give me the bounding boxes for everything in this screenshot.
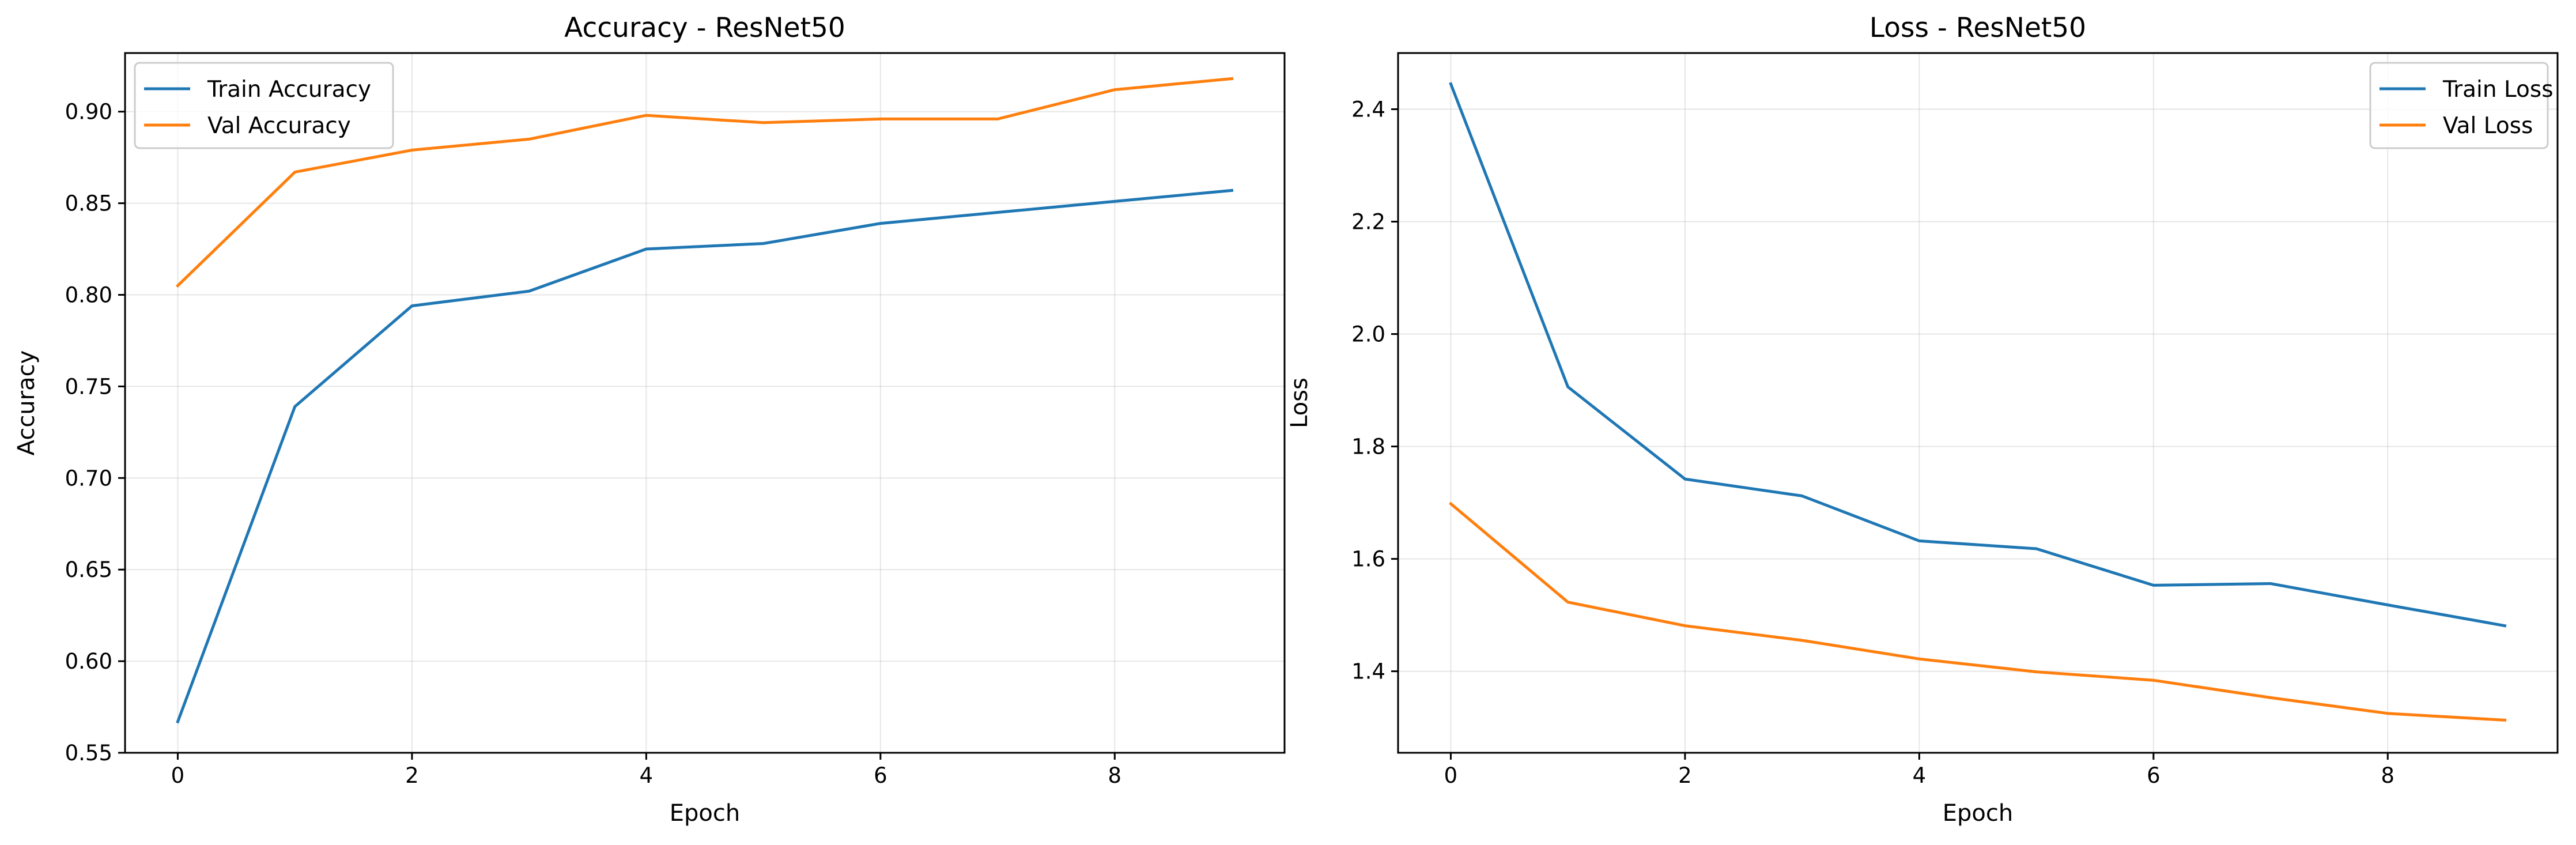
- plot-frame: [1397, 52, 2559, 754]
- y-tick-label: 1.4: [1351, 659, 1385, 684]
- y-tick-label: 2.2: [1351, 210, 1385, 235]
- y-tick-label: 0.75: [65, 374, 112, 399]
- legend-label: Val Loss: [2443, 113, 2533, 139]
- y-tick-label: 0.80: [65, 282, 112, 307]
- legend-label: Train Loss: [2442, 77, 2554, 103]
- x-tick-label: 0: [1444, 763, 1458, 788]
- x-axis-label: Epoch: [1943, 800, 2013, 827]
- series-line-val-accuracy: [175, 77, 1234, 288]
- x-tick-label: 4: [640, 763, 654, 788]
- x-tick-label: 4: [1913, 763, 1927, 788]
- chart-title: Accuracy - ResNet50: [564, 12, 845, 44]
- y-tick-label: 2.0: [1351, 322, 1385, 347]
- x-tick-label: 8: [1108, 763, 1122, 788]
- legend-label: Val Accuracy: [207, 113, 351, 139]
- y-tick-label: 0.65: [65, 557, 112, 582]
- y-tick-label: 0.55: [65, 741, 112, 765]
- x-tick-label: 8: [2381, 763, 2395, 788]
- legend-box: [2369, 62, 2549, 149]
- y-tick-label: 1.8: [1351, 435, 1385, 459]
- y-axis-label: Accuracy: [13, 350, 40, 456]
- y-tick-label: 2.4: [1351, 97, 1385, 122]
- legend-box: [134, 62, 394, 149]
- x-tick-label: 2: [1678, 763, 1692, 788]
- x-axis-label: Epoch: [670, 800, 740, 827]
- x-tick-label: 0: [171, 763, 185, 788]
- series-line-val-loss: [1448, 501, 2507, 722]
- legend: Train Accuracy Val Accuracy: [134, 62, 394, 149]
- chart-title: Loss - ResNet50: [1869, 12, 2086, 44]
- plot-frame: [124, 52, 1286, 754]
- series-line-train-loss: [1449, 82, 2507, 628]
- x-tick-label: 6: [874, 763, 887, 788]
- chart-panel-1: 0 2 4 6 8 0.55 0.60 0.65 0.70 0.75 0.80 0.85 0.90 Acc…: [13, 12, 1286, 827]
- chart-panel-2: 0 2 4 6 8 1.4 1.6 1.8 2.0 2.2 2.4 Loss - ResNet50 Ep…: [1286, 12, 2559, 827]
- x-tick-label: 2: [405, 763, 419, 788]
- y-tick-label: 0.70: [65, 466, 112, 491]
- y-tick-label: 0.85: [65, 191, 112, 216]
- y-axis-label: Loss: [1286, 378, 1313, 428]
- series-line-train-accuracy: [176, 188, 1234, 724]
- legend: Train Loss Val Loss: [2369, 62, 2554, 149]
- y-tick-label: 1.6: [1351, 547, 1385, 572]
- y-tick-label: 0.90: [65, 100, 112, 125]
- x-tick-label: 6: [2147, 763, 2160, 788]
- y-tick-label: 0.60: [65, 649, 112, 674]
- legend-label: Train Accuracy: [207, 77, 371, 103]
